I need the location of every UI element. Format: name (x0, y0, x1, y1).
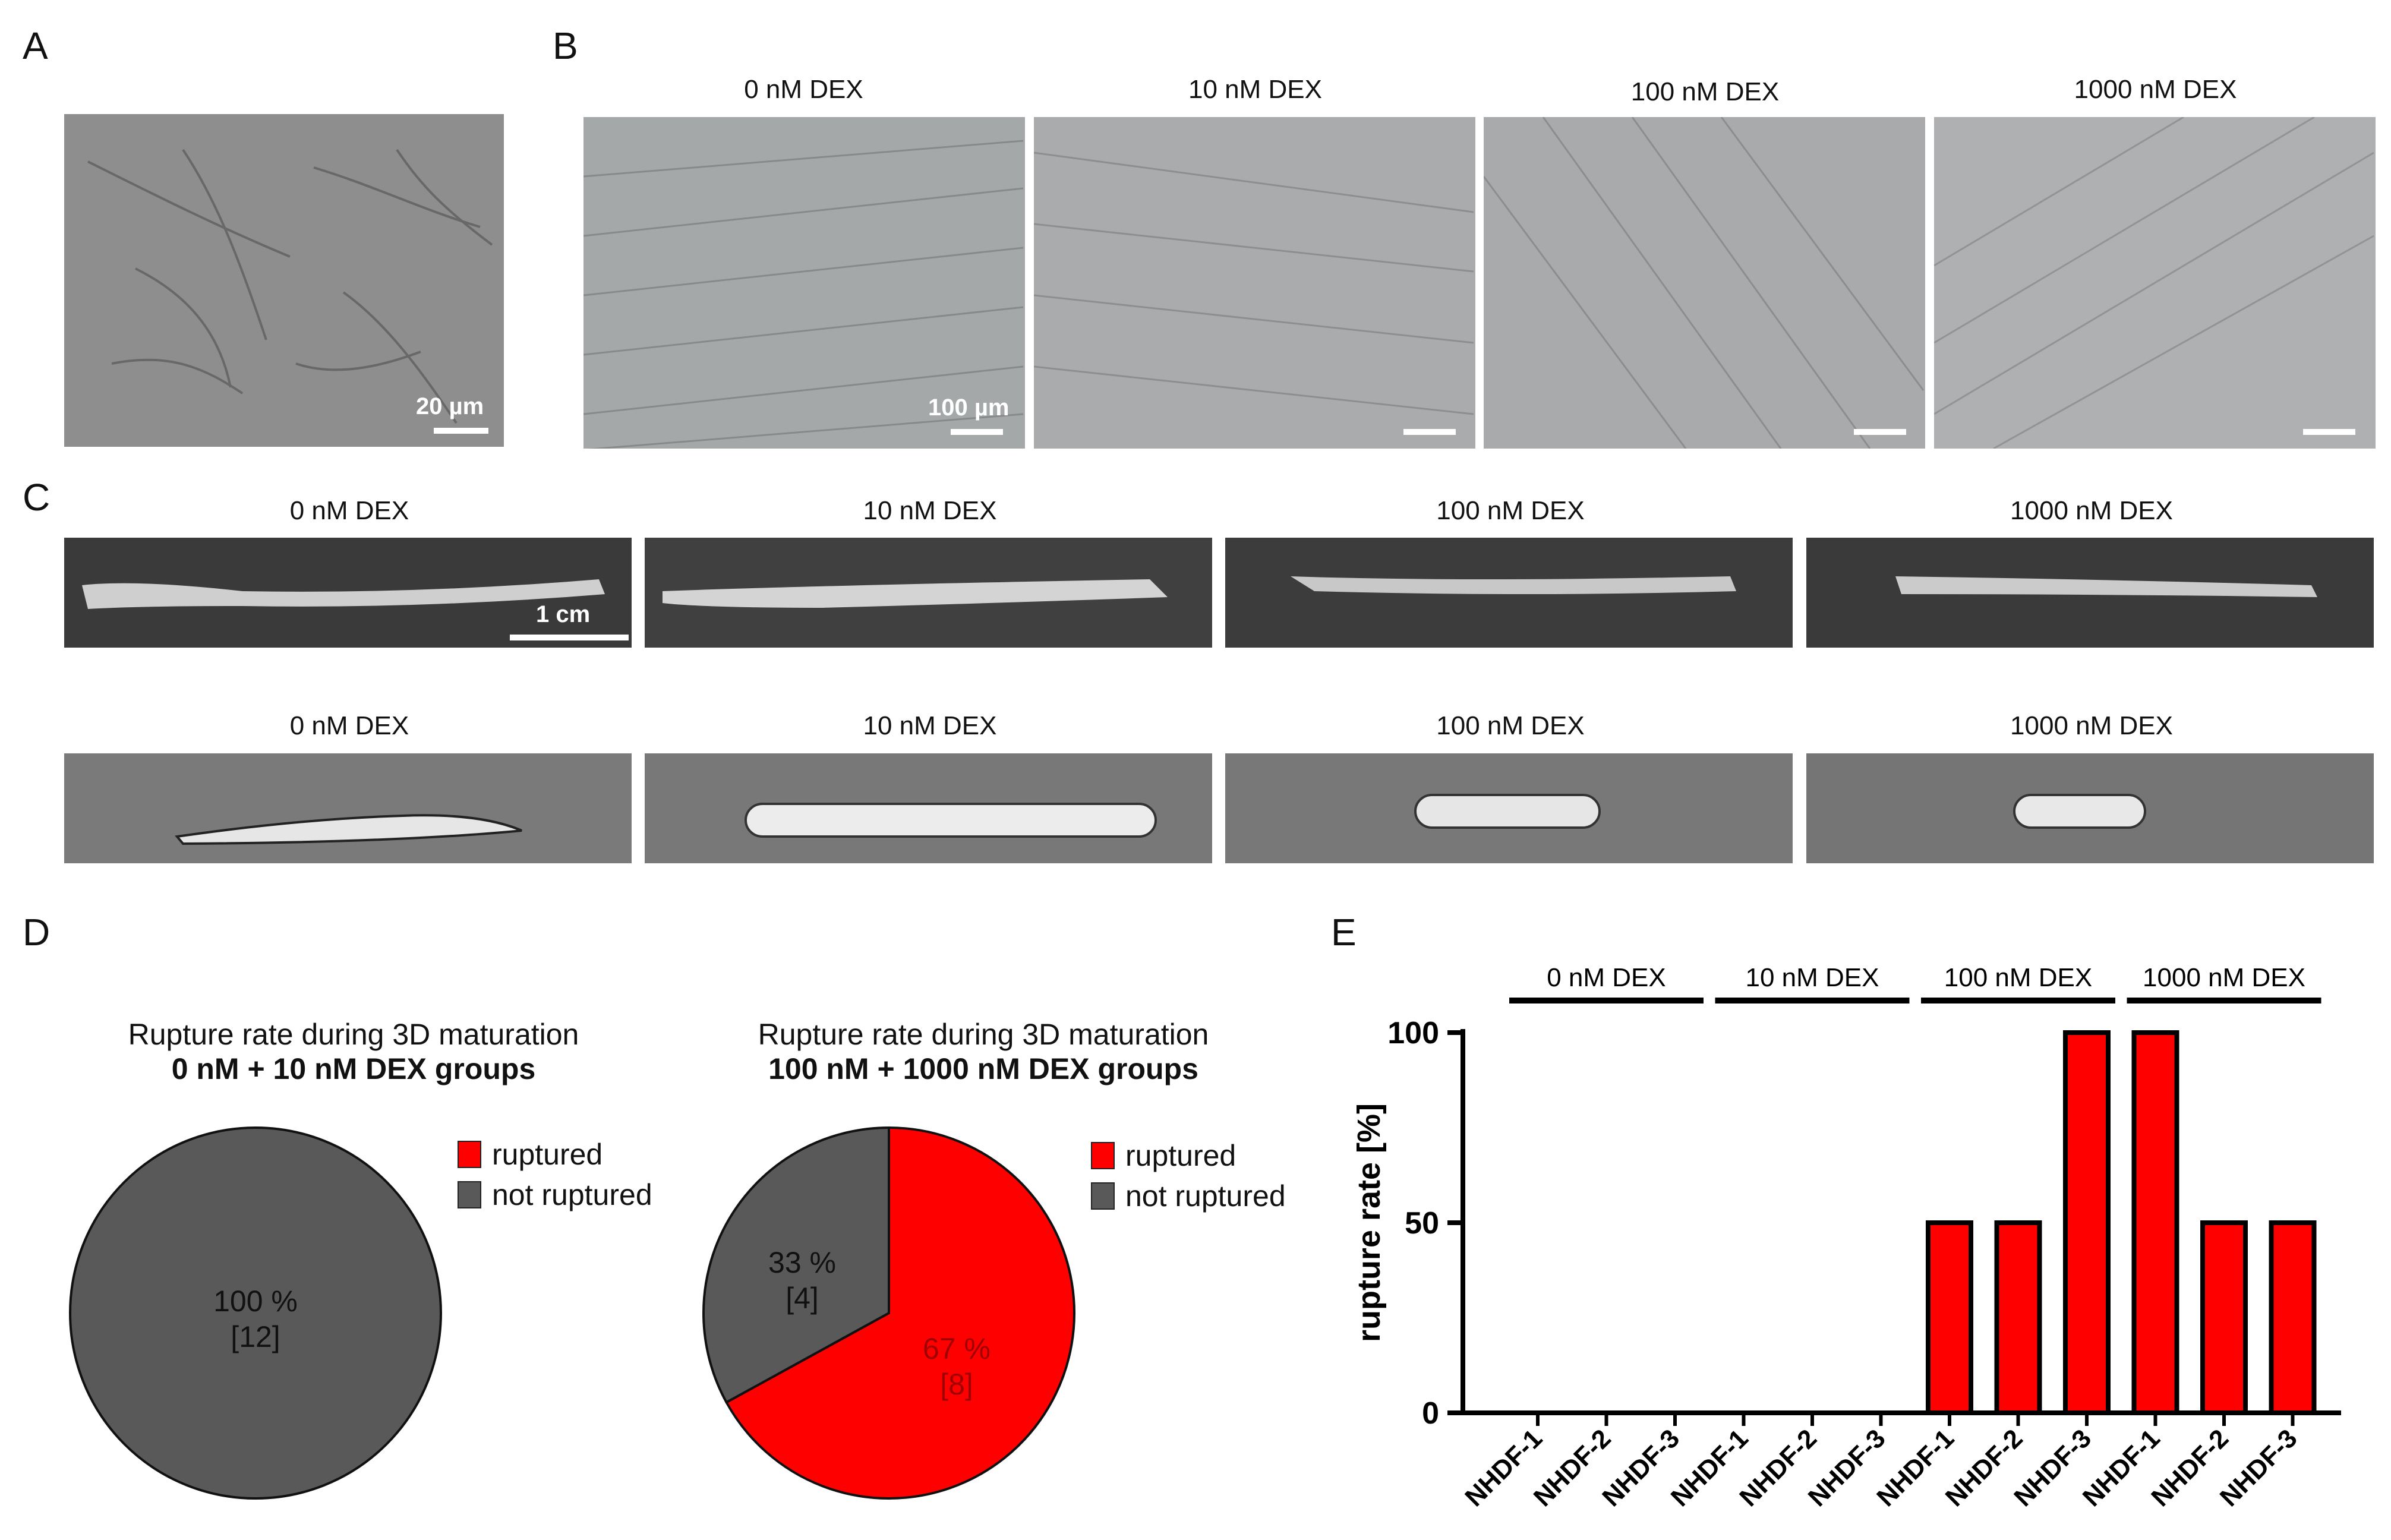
pie1-legend-swatch-not-ruptured (458, 1181, 481, 1208)
bar-8 (2063, 1030, 2111, 1415)
pie1-title-line2: 0 nM + 10 nM DEX groups (171, 1052, 536, 1085)
bar-7 (1994, 1220, 2042, 1415)
pie2-slice-not-ruptured (702, 1126, 890, 1405)
panel-b-title-1: 10 nM DEX (1188, 75, 1322, 104)
panel-c-row2-photo-1 (645, 753, 1212, 863)
pie1-title: Rupture rate during 3D maturation 0 nM +… (71, 1017, 636, 1086)
x-tick-label-1: NHDF-2 (1528, 1424, 1617, 1512)
panel-b-micrograph-2 (1484, 117, 1925, 449)
panel-label-c: C (23, 476, 51, 519)
pie2-slice-label-ruptured: 67 % [8] (897, 1331, 1016, 1402)
pie1-percent-label: 100 % (213, 1285, 298, 1318)
panel-c-row1-photo-1 (645, 538, 1212, 648)
group-label-2: 100 nM DEX (1944, 963, 2092, 992)
group-label-1: 10 nM DEX (1746, 963, 1879, 992)
panel-c-scale-bar (510, 635, 629, 640)
panel-b-micrograph-0 (583, 117, 1025, 449)
pie2-slice-label-not-ruptured: 33 % [4] (743, 1245, 862, 1316)
panel-c-row1-title-1: 10 nM DEX (863, 496, 997, 525)
x-tick-label-3: NHDF-1 (1666, 1424, 1754, 1512)
panel-c-row2-photo-2 (1225, 753, 1793, 863)
panel-label-a: A (23, 24, 48, 67)
panel-c-row1-title-0: 0 nM DEX (289, 496, 409, 525)
group-label-0: 0 nM DEX (1547, 963, 1666, 992)
panel-a-micrograph (64, 114, 504, 447)
panel-c-scale-label: 1 cm (536, 601, 591, 627)
panel-c-row2-title-0: 0 nM DEX (289, 711, 409, 740)
pie2-not-ruptured-count: [4] (786, 1282, 819, 1315)
panel-c-row2-title-2: 100 nM DEX (1436, 711, 1585, 740)
pie2-title-line2: 100 nM + 1000 nM DEX groups (768, 1052, 1198, 1085)
pie1-slice-not-ruptured (69, 1126, 442, 1500)
x-tick-label-8: NHDF-3 (2008, 1424, 2097, 1512)
x-tick-label-4: NHDF-2 (1734, 1424, 1822, 1512)
x-tick-label-0: NHDF-1 (1459, 1424, 1548, 1512)
pie2-title: Rupture rate during 3D maturation 100 nM… (701, 1017, 1266, 1086)
x-tick-label-11: NHDF-3 (2215, 1424, 2303, 1512)
x-tick-label-9: NHDF-1 (2077, 1424, 2166, 1512)
pie2-ruptured-percent: 67 % (923, 1332, 991, 1365)
pie1-legend-ruptured: ruptured (458, 1137, 603, 1172)
pie2-legend-swatch-not-ruptured (1091, 1182, 1115, 1210)
panel-b-micrograph-1 (1034, 117, 1475, 449)
pie2-legend-label-not-ruptured: not ruptured (1125, 1179, 1286, 1213)
bar-6 (1926, 1220, 1973, 1415)
panel-b-scale-bar-1 (1403, 429, 1456, 435)
panel-b-scale-bar-0 (951, 429, 1003, 435)
pie2-ruptured-count: [8] (940, 1368, 973, 1401)
panel-c-row1-title-2: 100 nM DEX (1436, 496, 1585, 525)
panel-b-micrograph-3 (1934, 117, 2376, 449)
pie2-legend-label-ruptured: ruptured (1125, 1139, 1236, 1172)
panel-b-scale-bar-3 (2303, 429, 2355, 435)
panel-c-row1-title-3: 1000 nM DEX (2010, 496, 2173, 525)
pie1-legend-label-not-ruptured: not ruptured (492, 1178, 652, 1211)
pie1-title-line1: Rupture rate during 3D maturation (128, 1018, 579, 1051)
panel-b-title-0: 0 nM DEX (744, 75, 863, 104)
pie1-slice-label-not-ruptured: 100 % [12] (184, 1283, 327, 1355)
pie2-slice-ruptured (724, 1126, 1075, 1500)
y-tick-label-0: 0 (1422, 1396, 1439, 1431)
panel-c-row2-photo-0 (64, 753, 632, 863)
panel-b-title-2: 100 nM DEX (1630, 77, 1780, 106)
bar-9 (2131, 1030, 2179, 1415)
panel-b-title-3: 1000 nM DEX (2074, 75, 2237, 104)
panel-label-e: E (1331, 911, 1357, 954)
y-tick-label-100: 100 (1387, 1016, 1439, 1050)
bar-10 (2200, 1220, 2248, 1415)
pie1-legend-label-ruptured: ruptured (492, 1138, 603, 1171)
x-tick-label-10: NHDF-2 (2146, 1424, 2234, 1512)
x-tick-label-7: NHDF-2 (1940, 1424, 2029, 1512)
panel-b-scale-bar-2 (1854, 429, 1906, 435)
panel-c-row1-photo-3 (1806, 538, 2374, 648)
pie1-count-label: [12] (231, 1320, 280, 1353)
panel-a-scale-label: 20 µm (416, 393, 484, 419)
pie2-legend-swatch-ruptured (1091, 1142, 1115, 1169)
panel-label-b: B (553, 24, 578, 67)
pie2-not-ruptured-percent: 33 % (768, 1246, 836, 1279)
panel-a-scale-bar (434, 428, 488, 434)
group-label-3: 1000 nM DEX (2143, 963, 2305, 992)
pie2-chart (702, 1126, 1075, 1500)
pie2-legend-ruptured: ruptured (1091, 1138, 1236, 1173)
panel-a-cell-texture (87, 149, 493, 424)
pie2-legend-not-ruptured: not ruptured (1091, 1179, 1286, 1213)
pie1-chart (69, 1126, 442, 1500)
panel-label-d: D (23, 911, 51, 954)
panel-c-row2-photo-3 (1806, 753, 2374, 863)
x-tick-label-5: NHDF-3 (1803, 1424, 1891, 1512)
panel-c-row1-photo-2 (1225, 538, 1793, 648)
pie1-legend-not-ruptured: not ruptured (458, 1178, 652, 1212)
x-tick-label-2: NHDF-3 (1597, 1424, 1685, 1512)
pie2-title-line1: Rupture rate during 3D maturation (758, 1018, 1209, 1051)
panel-b-scale-label: 100 µm (928, 395, 1010, 421)
y-tick-label-50: 50 (1405, 1206, 1439, 1241)
x-tick-label-6: NHDF-1 (1871, 1424, 1960, 1512)
pie1-legend-swatch-ruptured (458, 1141, 481, 1168)
bar-11 (2269, 1220, 2317, 1415)
panel-c-row1-photo-0 (64, 538, 632, 648)
panel-c-row2-title-3: 1000 nM DEX (2010, 711, 2173, 740)
y-axis-label: rupture rate [%] (1351, 1103, 1387, 1342)
panel-c-row2-title-1: 10 nM DEX (863, 711, 997, 740)
